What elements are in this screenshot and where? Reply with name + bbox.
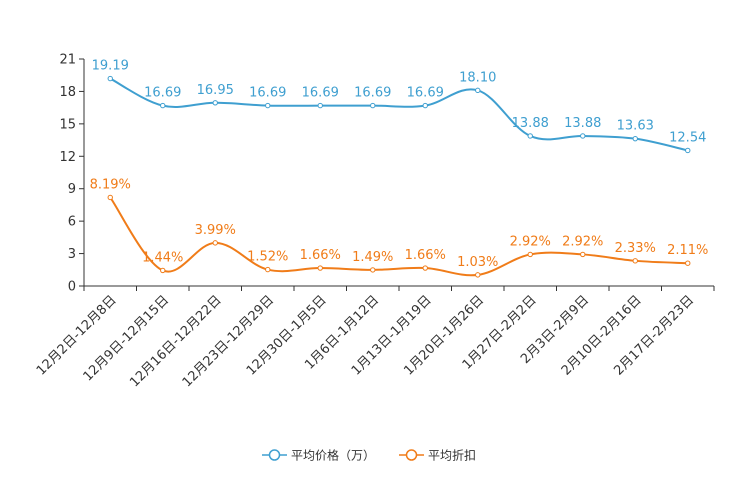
y-tick-label: 18: [59, 85, 76, 100]
data-label: 2.92%: [510, 234, 551, 249]
data-point[interactable]: [160, 102, 166, 109]
data-label: 16.69: [249, 86, 286, 101]
data-point[interactable]: [632, 135, 638, 142]
data-point[interactable]: [107, 75, 113, 82]
data-label: 1.44%: [142, 250, 183, 265]
data-label: 16.69: [407, 86, 444, 101]
data-point[interactable]: [580, 133, 586, 139]
data-point[interactable]: [212, 100, 218, 106]
y-tick-label: 6: [68, 215, 76, 230]
data-label: 16.69: [144, 86, 181, 101]
data-point[interactable]: [685, 147, 691, 154]
series-line: [109, 77, 688, 152]
data-label: 16.69: [354, 86, 391, 101]
x-category-label: 12月16日-12月22日: [127, 293, 224, 390]
data-label: 2.11%: [667, 243, 708, 258]
y-tick-label: 9: [68, 182, 76, 197]
data-point[interactable]: [317, 265, 323, 271]
data-label: 13.63: [617, 119, 654, 134]
data-point[interactable]: [317, 102, 323, 109]
data-label: 18.10: [459, 70, 496, 85]
data-point[interactable]: [527, 133, 533, 139]
y-tick-label: 3: [68, 247, 76, 262]
legend-label: 平均折扣: [428, 448, 476, 463]
data-point[interactable]: [212, 240, 218, 246]
data-point[interactable]: [527, 251, 533, 258]
data-label: 1.66%: [405, 248, 446, 263]
data-label: 1.49%: [352, 250, 393, 265]
legend[interactable]: 平均价格（万） 平均折扣: [262, 448, 476, 463]
data-point[interactable]: [422, 265, 428, 271]
data-label: 1.03%: [457, 255, 498, 270]
data-label: 19.19: [92, 59, 129, 74]
data-label: 3.99%: [195, 223, 236, 238]
data-label: 2.33%: [615, 241, 656, 256]
data-point[interactable]: [475, 272, 481, 278]
data-point[interactable]: [475, 87, 481, 94]
legend-marker-icon: [268, 449, 281, 461]
data-point[interactable]: [370, 267, 376, 273]
data-label: 8.19%: [90, 177, 131, 192]
data-point[interactable]: [265, 102, 271, 109]
data-label: 1.52%: [247, 250, 288, 265]
data-label: 16.69: [302, 86, 339, 101]
y-tick-label: 0: [68, 280, 76, 295]
legend-item-1[interactable]: 平均折扣: [399, 448, 476, 463]
y-tick-label: 12: [59, 150, 76, 165]
data-point[interactable]: [160, 267, 166, 274]
data-point[interactable]: [107, 194, 113, 201]
series-1: 8.19% 1.44% 3.99% 1.52% 1.66% 1.49% 1.66% 1.03%…: [90, 177, 708, 278]
data-label: 2.92%: [562, 234, 603, 249]
legend-marker-icon: [405, 449, 418, 461]
data-point[interactable]: [422, 102, 428, 109]
y-tick-label: 21: [59, 53, 76, 68]
legend-item-0[interactable]: 平均价格（万）: [262, 448, 375, 463]
legend-label: 平均价格（万）: [291, 448, 375, 463]
data-label: 1.66%: [300, 248, 341, 263]
data-point[interactable]: [685, 260, 691, 266]
x-category-label: 12月23日-12月29日: [180, 293, 277, 390]
data-point[interactable]: [265, 266, 271, 273]
data-label: 12.54: [669, 130, 706, 145]
series-0: 19.19 16.69 16.95 16.69 16.69 16.69 16.69 18.10…: [92, 59, 706, 154]
y-tick-label: 15: [59, 117, 76, 132]
data-point[interactable]: [580, 251, 586, 258]
data-point[interactable]: [632, 258, 638, 264]
data-label: 16.95: [197, 83, 234, 98]
data-point[interactable]: [370, 102, 376, 109]
data-label: 13.88: [564, 116, 601, 131]
series-layer: 19.19 16.69 16.95 16.69 16.69 16.69 16.69 18.10…: [90, 59, 708, 278]
data-label: 13.88: [512, 116, 549, 131]
